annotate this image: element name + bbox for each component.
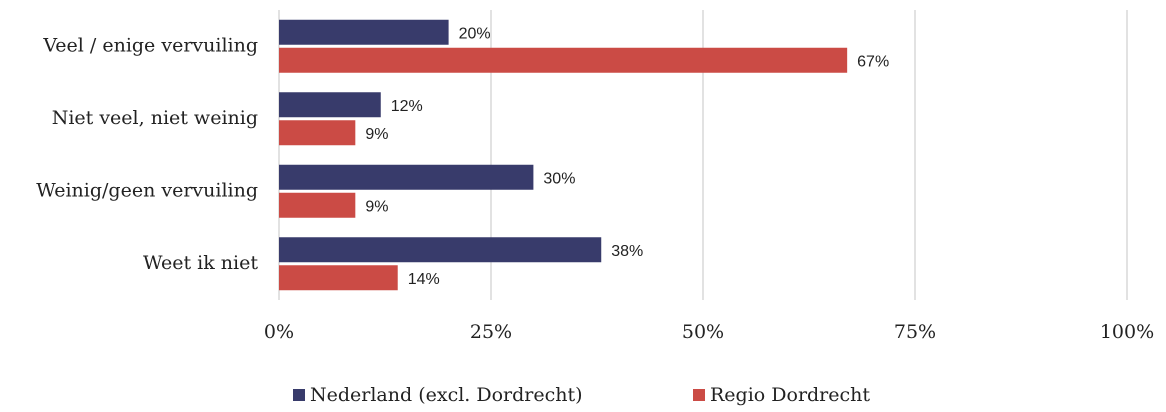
data-label: 14% xyxy=(408,271,440,288)
legend-swatch xyxy=(693,389,705,401)
y-tick-label: Weet ik niet xyxy=(143,252,258,274)
x-tick-label: 100% xyxy=(1100,321,1154,343)
bar xyxy=(279,265,398,291)
x-tick-label: 0% xyxy=(264,321,294,343)
data-label: 67% xyxy=(857,53,889,70)
bar xyxy=(279,192,356,218)
y-tick-label: Weinig/geen vervuiling xyxy=(36,179,258,201)
y-tick-label: Niet veel, niet weinig xyxy=(52,107,258,129)
bar xyxy=(279,120,356,146)
x-tick-label: 50% xyxy=(682,321,724,343)
data-label: 30% xyxy=(543,170,575,187)
y-tick-label: Veel / enige vervuiling xyxy=(42,34,258,56)
legend-label: Regio Dordrecht xyxy=(710,384,870,406)
bar xyxy=(279,19,449,45)
legend-swatch xyxy=(293,389,305,401)
x-tick-label: 75% xyxy=(894,321,936,343)
bar xyxy=(279,164,534,190)
bar xyxy=(279,237,602,263)
data-label: 20% xyxy=(459,25,491,42)
data-label: 38% xyxy=(611,243,643,260)
data-label: 9% xyxy=(365,126,388,143)
bar xyxy=(279,92,381,118)
x-tick-label: 25% xyxy=(470,321,512,343)
legend-label: Nederland (excl. Dordrecht) xyxy=(310,384,583,406)
data-label: 12% xyxy=(391,98,423,115)
data-label: 9% xyxy=(365,198,388,215)
bar xyxy=(279,47,848,73)
